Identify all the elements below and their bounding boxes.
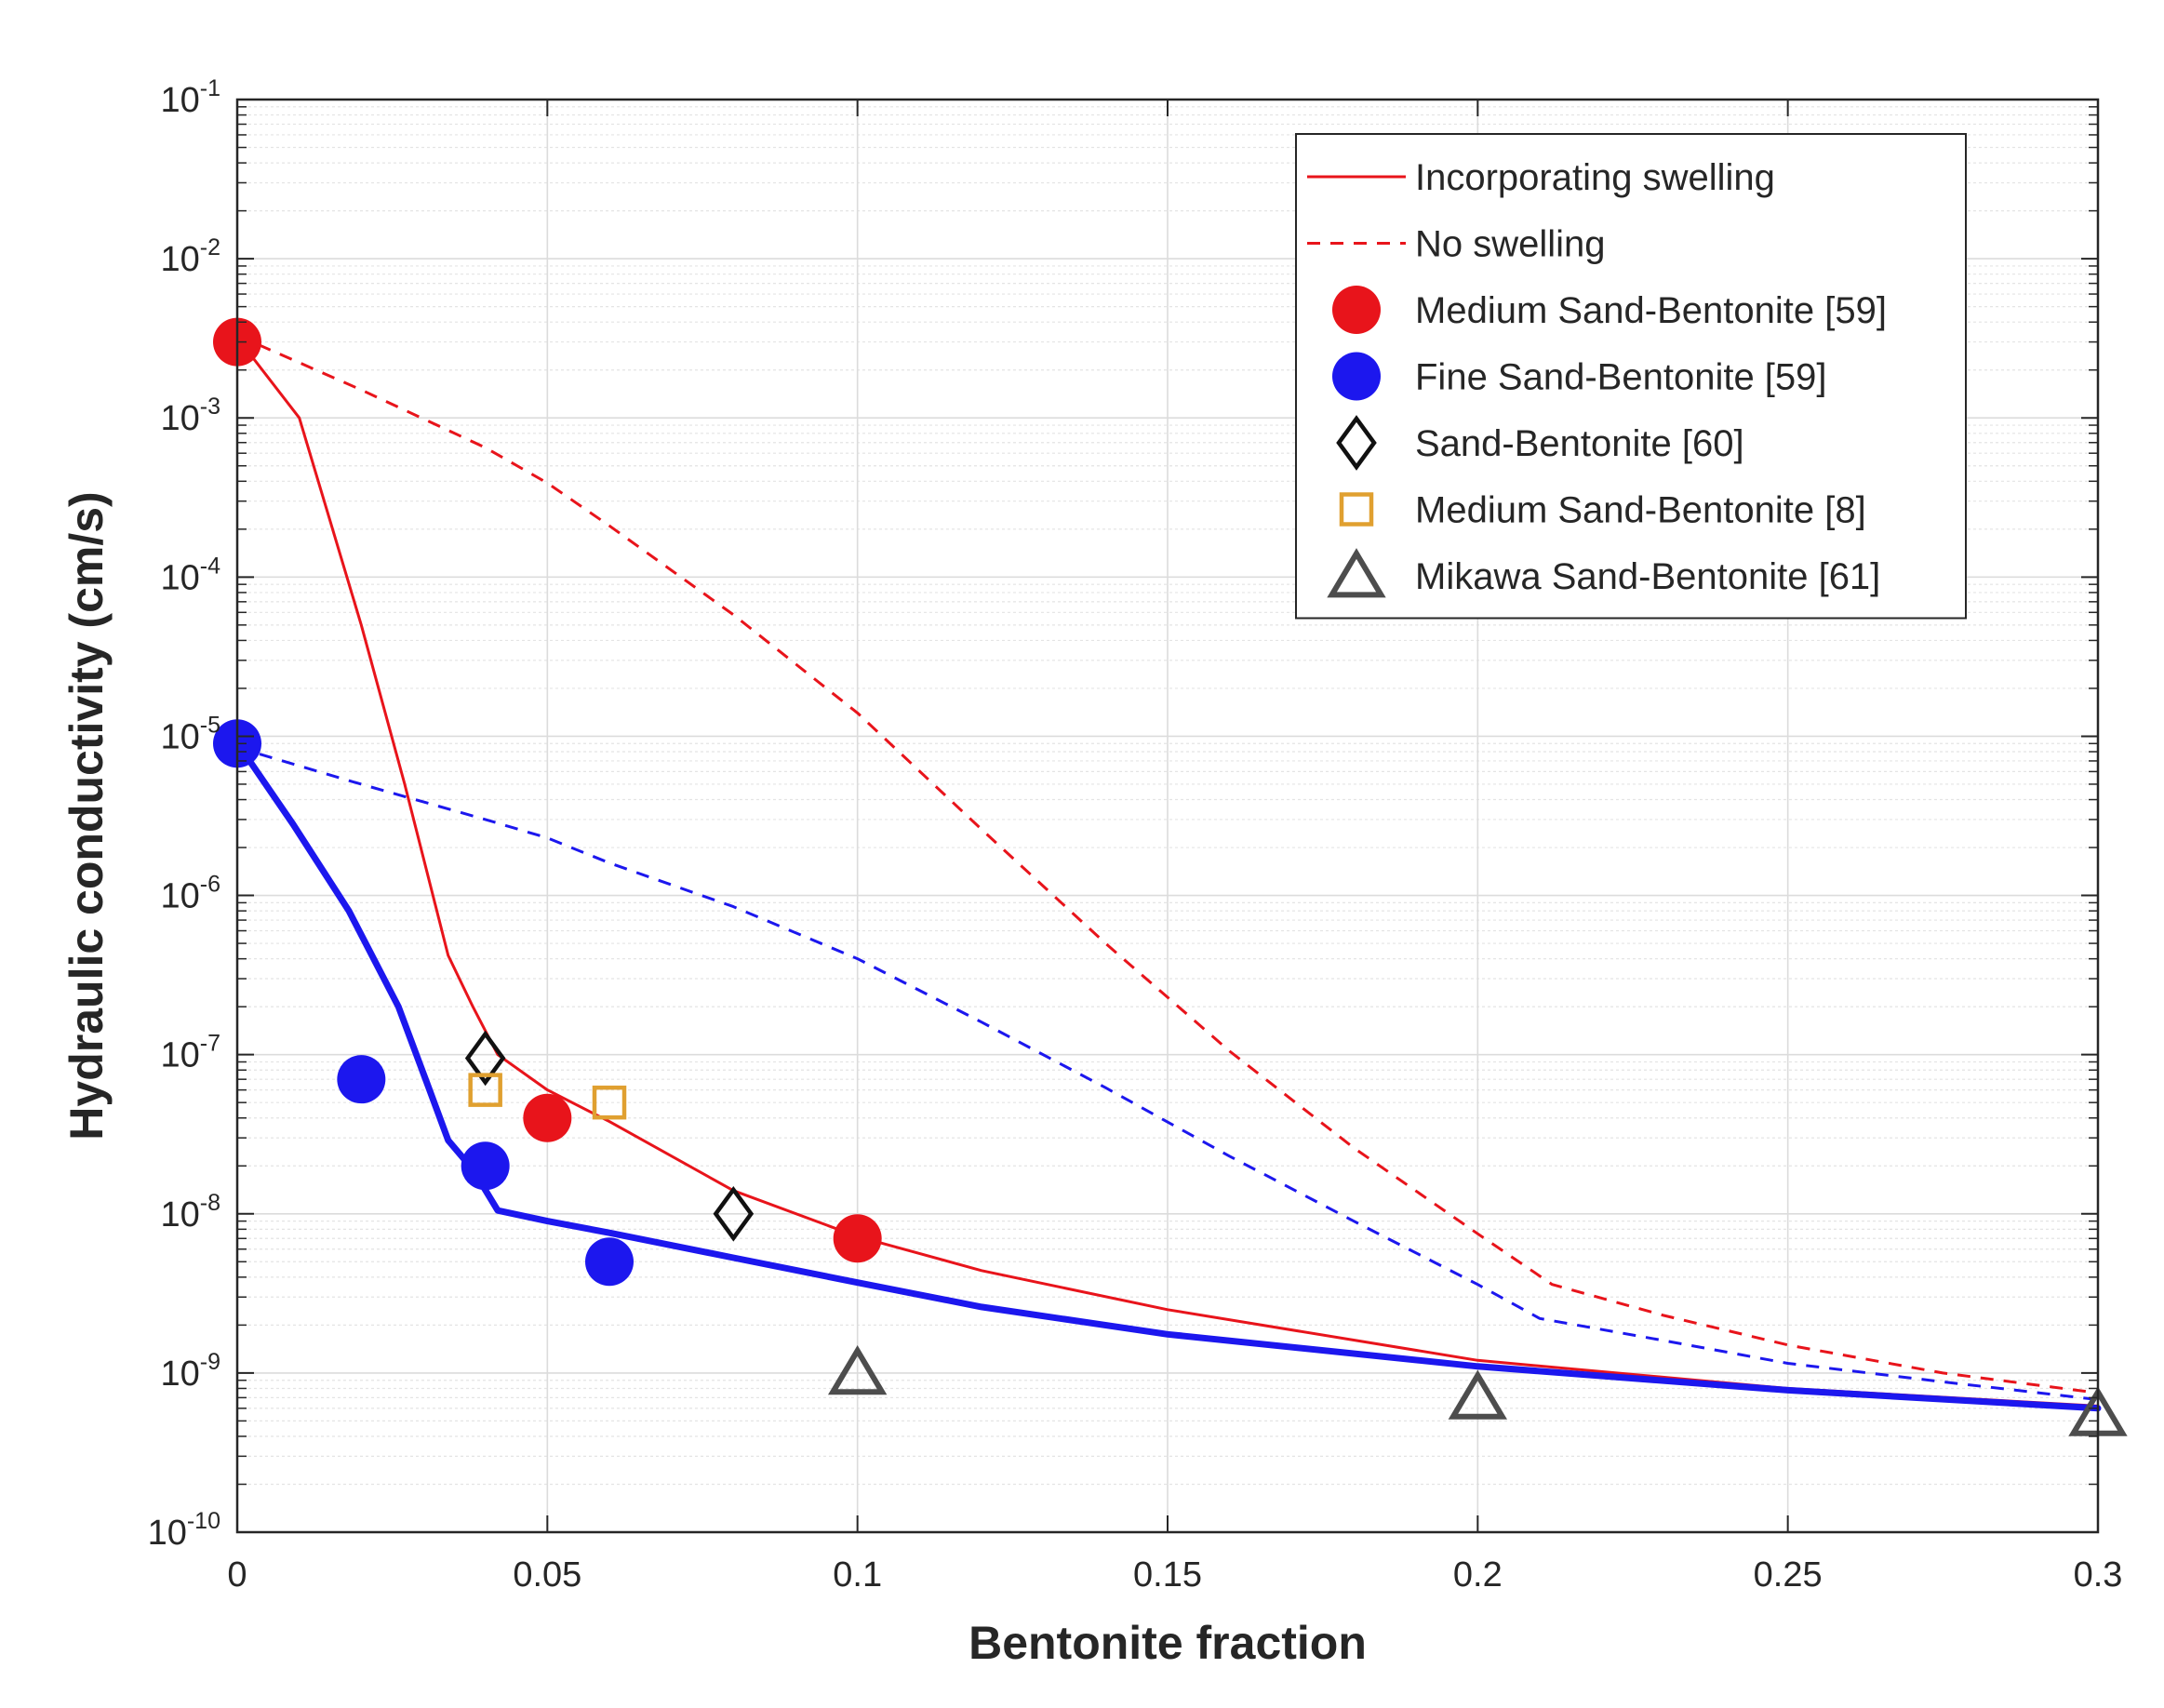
marker-mikawa-61 [827, 1345, 888, 1395]
marker-fine-59 [337, 1055, 386, 1104]
y-axis-tick-labels: 10-1010-910-810-710-610-510-410-310-210-… [148, 75, 221, 1553]
x-tick-label: 0.2 [1453, 1555, 1503, 1595]
x-tick-label: 0.05 [513, 1555, 581, 1595]
y-tick-exponent: -8 [200, 1190, 220, 1216]
marker-medium-8 [468, 1073, 502, 1107]
legend-label: Mikawa Sand-Bentonite [61] [1415, 556, 1880, 597]
x-tick-label: 0.25 [1754, 1555, 1823, 1595]
y-tick-base: 10 [160, 717, 199, 756]
legend-label: No swelling [1415, 224, 1606, 265]
y-tick-exponent: -10 [187, 1508, 220, 1534]
curve-fine-no-swelling [236, 746, 2099, 1401]
y-tick-label: 10-8 [160, 1190, 220, 1234]
y-tick-base: 10 [160, 558, 199, 597]
axis-ticks [236, 99, 2099, 1533]
x-axis-title: Bentonite fraction [968, 1617, 1367, 1669]
marker-fine-59 [585, 1237, 634, 1287]
marker-medium-59 [523, 1093, 572, 1142]
y-tick-label: 10-5 [160, 712, 220, 756]
y-tick-label: 10-7 [160, 1031, 220, 1075]
y-tick-label: 10-10 [148, 1508, 220, 1553]
y-tick-label: 10-6 [160, 872, 220, 916]
legend-swatch-filled-circle [1332, 286, 1381, 334]
y-tick-exponent: -2 [200, 234, 220, 260]
legend-swatch-filled-circle [1332, 352, 1381, 401]
y-tick-base: 10 [160, 1036, 199, 1075]
y-tick-label: 10-1 [160, 75, 220, 120]
legend-swatch-triangle [1327, 548, 1386, 598]
curve-medium-swelling [235, 336, 2100, 1408]
marker-mikawa-61 [1448, 1369, 1508, 1420]
y-tick-exponent: -1 [200, 75, 220, 101]
y-tick-base: 10 [148, 1514, 187, 1553]
y-tick-base: 10 [160, 1195, 199, 1234]
legend-label: Medium Sand-Bentonite [8] [1415, 490, 1866, 531]
y-tick-base: 10 [160, 877, 199, 916]
y-tick-base: 10 [160, 399, 199, 438]
marker-sand-60 [464, 1030, 506, 1087]
legend-swatch-square [1339, 492, 1374, 527]
model-curves [234, 334, 2102, 1412]
curve-fine-swelling [234, 740, 2102, 1412]
y-tick-label: 10-4 [160, 553, 220, 597]
x-tick-label: 0.1 [833, 1555, 882, 1595]
y-tick-base: 10 [160, 1354, 199, 1394]
y-tick-exponent: -7 [200, 1031, 220, 1057]
marker-medium-8 [592, 1085, 627, 1120]
y-tick-exponent: -6 [200, 872, 220, 898]
legend-box [1295, 133, 1967, 620]
x-axis-tick-labels: 0 0.05 0.1 0.15 0.2 0.25 0.3 [227, 1555, 2122, 1595]
marker-medium-59 [833, 1214, 882, 1263]
legend-label: Incorporating swelling [1415, 157, 1775, 198]
legend-label: Fine Sand-Bentonite [59] [1415, 357, 1827, 398]
y-tick-label: 10-2 [160, 234, 220, 279]
y-tick-exponent: -4 [200, 553, 220, 579]
measured-data-markers [213, 317, 2128, 1436]
x-tick-label: 0.3 [2074, 1555, 2123, 1595]
legend-label: Sand-Bentonite [60] [1415, 423, 1744, 464]
y-tick-exponent: -9 [200, 1349, 220, 1375]
y-tick-label: 10-9 [160, 1349, 220, 1394]
y-tick-label: 10-3 [160, 394, 220, 438]
legend-label: Medium Sand-Bentonite [59] [1415, 290, 1887, 331]
marker-sand-60 [713, 1185, 755, 1242]
chart-legend: Incorporating swelling No swelling Medium … [1295, 133, 1967, 620]
y-tick-exponent: -5 [200, 712, 220, 738]
y-tick-base: 10 [160, 81, 199, 120]
y-tick-exponent: -3 [200, 394, 220, 420]
marker-fine-59 [461, 1141, 510, 1191]
legend-swatch-diamond [1336, 415, 1377, 471]
x-tick-label: 0.15 [1133, 1555, 1202, 1595]
y-axis-title: Hydraulic conductivity (cm/s) [60, 491, 113, 1140]
y-tick-base: 10 [160, 240, 199, 279]
x-tick-label: 0 [227, 1555, 247, 1595]
